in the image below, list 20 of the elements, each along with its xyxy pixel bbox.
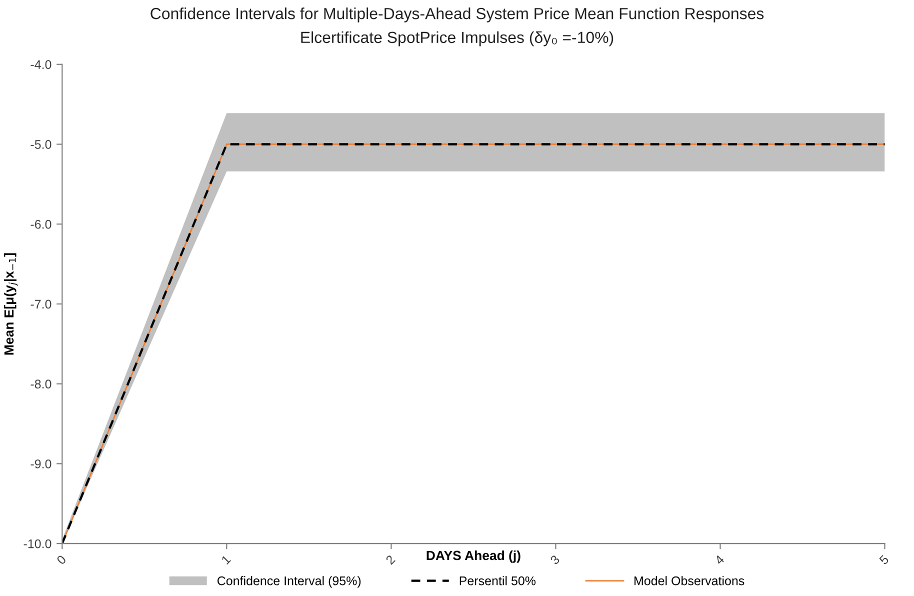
y-tick-label: -7.0 (30, 300, 52, 309)
legend-label: Model Observations (634, 576, 744, 586)
x-tick-label: 3 (550, 554, 560, 566)
y-tick-label: -6.0 (30, 220, 52, 229)
chart-title: Confidence Intervals for Multiple-Days-Ahead System Price Mean Function Responses (150, 7, 764, 22)
x-tick-label: 2 (385, 554, 396, 565)
y-tick-label: -10.0 (24, 539, 52, 548)
y-tick-label: -8.0 (30, 380, 52, 388)
y-tick-label: -9.0 (30, 459, 52, 468)
y-tick-label: -5.0 (30, 140, 52, 149)
x-tick-label: 1 (221, 554, 231, 565)
chart-subtitle: Elcertificate SpotPrice Impulses (δy₀ =-10%) (301, 31, 614, 46)
x-tick-label: 0 (56, 554, 67, 566)
legend-label: Confidence Interval (95%) (217, 576, 361, 588)
y-tick-label: -4.0 (30, 60, 52, 70)
legend-label: Persentil 50% (460, 576, 536, 586)
y-axis-title: Mean E[μ(y$_{j}$|x$_{−1}$] (4, 253, 18, 355)
x-axis-title: DAYS Ahead (j) (426, 550, 520, 563)
x-tick-label: 5 (878, 554, 890, 566)
x-tick-label: 4 (714, 554, 725, 566)
